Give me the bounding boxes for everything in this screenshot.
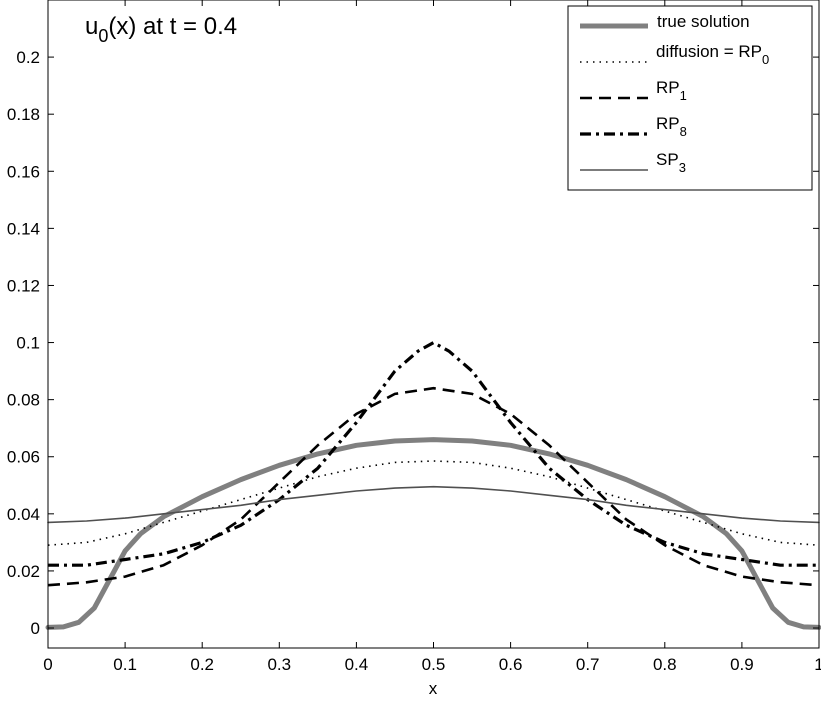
y-tick-label: 0 — [31, 619, 40, 638]
x-axis: 0 0.1 0.2 0.3 0.4 0.5 0.6 0.7 0.8 0.9 1 — [43, 0, 821, 674]
chart-title: u0(x) at t = 0.4 — [85, 13, 237, 46]
chart-title-main: u — [85, 13, 98, 40]
x-tick-label: 0.7 — [576, 655, 600, 674]
x-tick-label: 0 — [43, 655, 52, 674]
legend-label-text: diffusion = RP — [656, 42, 762, 61]
legend-label-subscript: 0 — [762, 52, 769, 67]
y-tick-label: 0.18 — [7, 105, 40, 124]
y-tick-label: 0.04 — [7, 505, 40, 524]
legend-label-subscript: 1 — [680, 88, 687, 103]
series-line-5 — [47, 485, 820, 524]
legend-label-2: diffusion = RP0 — [656, 42, 769, 67]
legend-label-text: SP — [656, 150, 679, 169]
y-axis: 0 0.02 0.04 0.06 0.08 0.1 0.12 0.14 0.16 0.18 0.2 — [7, 48, 819, 638]
x-tick-label: 0.6 — [499, 655, 523, 674]
legend-label-subscript: 3 — [679, 160, 686, 175]
y-tick-label: 0.1 — [16, 334, 40, 353]
series-layer — [45, 341, 821, 630]
x-tick-label: 0.5 — [422, 655, 446, 674]
x-tick-label: 0.3 — [267, 655, 291, 674]
legend-label-1: true solution — [657, 12, 750, 31]
x-axis-label: x — [429, 679, 438, 698]
x-tick-label: 0.4 — [345, 655, 369, 674]
chart-title-rest: (x) at t = 0.4 — [108, 13, 237, 40]
legend-label-4: RP8 — [656, 114, 687, 139]
x-tick-label: 0.9 — [730, 655, 754, 674]
x-tick-label: 0.8 — [653, 655, 677, 674]
legend-label-subscript: 8 — [680, 124, 687, 139]
legend-label-text: true solution — [657, 12, 750, 31]
x-tick-label: 0.1 — [113, 655, 137, 674]
legend-label-3: RP1 — [656, 78, 687, 103]
x-tick-label: 1 — [814, 655, 821, 674]
legend-label-text: RP — [656, 114, 680, 133]
x-tick-label: 0.2 — [190, 655, 214, 674]
y-tick-label: 0.02 — [7, 562, 40, 581]
chart-title-subscript: 0 — [98, 26, 108, 46]
y-tick-label: 0.16 — [7, 162, 40, 181]
legend-label-text: RP — [656, 78, 680, 97]
y-tick-label: 0.06 — [7, 448, 40, 467]
y-tick-label: 0.2 — [16, 48, 40, 67]
y-tick-label: 0.08 — [7, 391, 40, 410]
y-tick-label: 0.12 — [7, 276, 40, 295]
y-tick-label: 0.14 — [7, 219, 40, 238]
legend-label-5: SP3 — [656, 150, 686, 175]
series-line-3 — [47, 386, 820, 587]
